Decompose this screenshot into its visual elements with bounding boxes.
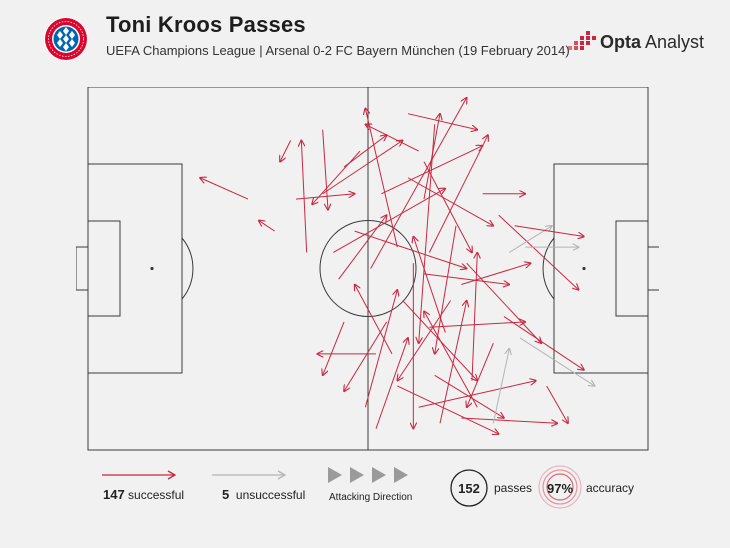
pass-arrow-successful (423, 273, 509, 285)
pass-arrow-successful (471, 252, 477, 381)
left-goal (76, 246, 89, 291)
pass-arrow-successful (354, 230, 467, 268)
attacking-direction-arrows-icon (328, 467, 408, 483)
pass-arrow-successful (323, 321, 345, 375)
legend: 147 successful 5 unsuccessful Attacking … (0, 458, 730, 548)
pass-arrow-successful (343, 135, 387, 168)
pass-arrow-successful (503, 316, 584, 370)
pass-arrow-successful (435, 225, 457, 354)
pass-arrow-successful (259, 220, 275, 232)
opta-logo-icon (568, 31, 596, 50)
brand-logo: Opta Analyst (568, 30, 704, 54)
legend-successful: 147 successful (103, 487, 184, 502)
brand-name-bold: Opta (600, 31, 642, 52)
pass-arrow-successful (419, 124, 436, 343)
attacking-direction-label: Attacking Direction (329, 492, 413, 503)
pass-arrow-successful (333, 188, 445, 253)
legend-successful-arrow (102, 470, 177, 480)
pass-arrow-unsuccessful (492, 349, 509, 424)
pass-arrow-successful (466, 262, 542, 343)
pass-arrow-successful (429, 322, 525, 328)
page-subtitle: UEFA Champions League | Arsenal 0-2 FC B… (106, 43, 570, 58)
legend-unsuccessful-label: unsuccessful (235, 488, 306, 502)
pass-arrow-successful (397, 300, 452, 381)
legend-successful-count: 147 (103, 487, 125, 502)
pass-arrow-successful (338, 215, 387, 280)
pass-arrow-successful (418, 381, 536, 408)
chart-header: Toni Kroos Passes UEFA Champions League … (0, 0, 730, 80)
pass-arrow-successful (375, 338, 408, 429)
pass-arrow-successful (461, 263, 530, 285)
pass-arrow-successful (364, 290, 397, 408)
pass-arrow-successful (200, 178, 249, 200)
pass-arrow-successful (322, 140, 403, 195)
left-penalty-spot (150, 266, 154, 271)
passes-label: passes (494, 481, 533, 495)
pass-arrow-successful (514, 225, 584, 237)
legend-unsuccessful-count: 5 (222, 487, 230, 502)
legend-unsuccessful: 5 unsuccessful (222, 487, 305, 502)
centre-circle (319, 220, 417, 317)
pass-map-chart (76, 87, 659, 451)
pass-arrow-successful (407, 113, 477, 130)
pass-arrow-successful (428, 135, 488, 253)
page-title: Toni Kroos Passes (106, 12, 306, 37)
left-penalty-area (87, 163, 183, 374)
left-six-yard-box (87, 220, 121, 317)
accuracy-value: 97% (546, 481, 574, 496)
pass-arrow-successful (407, 177, 493, 226)
pass-arrow-successful (280, 140, 292, 161)
right-penalty-arc (542, 237, 555, 300)
right-penalty-area (553, 163, 649, 374)
brand-name-rest: Analyst (641, 31, 705, 52)
pass-arrow-successful (365, 108, 398, 248)
passes-layer (200, 98, 595, 434)
pass-arrow-successful (370, 98, 467, 269)
legend-successful-label: successful (128, 488, 185, 502)
right-goal (647, 246, 659, 291)
pass-arrow-successful (295, 194, 355, 200)
right-six-yard-box (615, 220, 649, 317)
pass-arrow-successful (461, 417, 557, 423)
accuracy-label: accuracy (586, 481, 635, 495)
pass-arrow-successful (397, 385, 498, 434)
pass-arrow-successful (498, 214, 579, 290)
pass-arrow-successful (312, 150, 361, 204)
pass-arrow-unsuccessful (509, 226, 552, 253)
passes-count: 152 (458, 481, 480, 496)
pass-arrow-successful (322, 129, 328, 210)
left-penalty-arc (181, 237, 194, 300)
pass-arrow-successful (439, 301, 467, 424)
fc-bayern-crest-icon (44, 17, 88, 61)
passes-count-circle (450, 469, 488, 507)
pass-arrow-unsuccessful (519, 337, 595, 386)
brand-name: Opta Analyst (600, 32, 704, 53)
pass-arrow-successful (365, 124, 419, 152)
pass-arrow-successful (423, 161, 472, 253)
right-penalty-spot (582, 266, 586, 271)
pass-arrow-successful (546, 385, 568, 423)
accuracy-ring-icon (538, 465, 582, 509)
pitch-markings (76, 87, 659, 451)
pass-arrow-successful (344, 321, 388, 391)
pass-arrow-successful (434, 374, 504, 418)
pass-arrow-successful (381, 146, 482, 195)
pass-arrow-successful (301, 140, 308, 253)
pass-arrow-successful (355, 285, 393, 355)
legend-unsuccessful-arrow (212, 470, 287, 480)
